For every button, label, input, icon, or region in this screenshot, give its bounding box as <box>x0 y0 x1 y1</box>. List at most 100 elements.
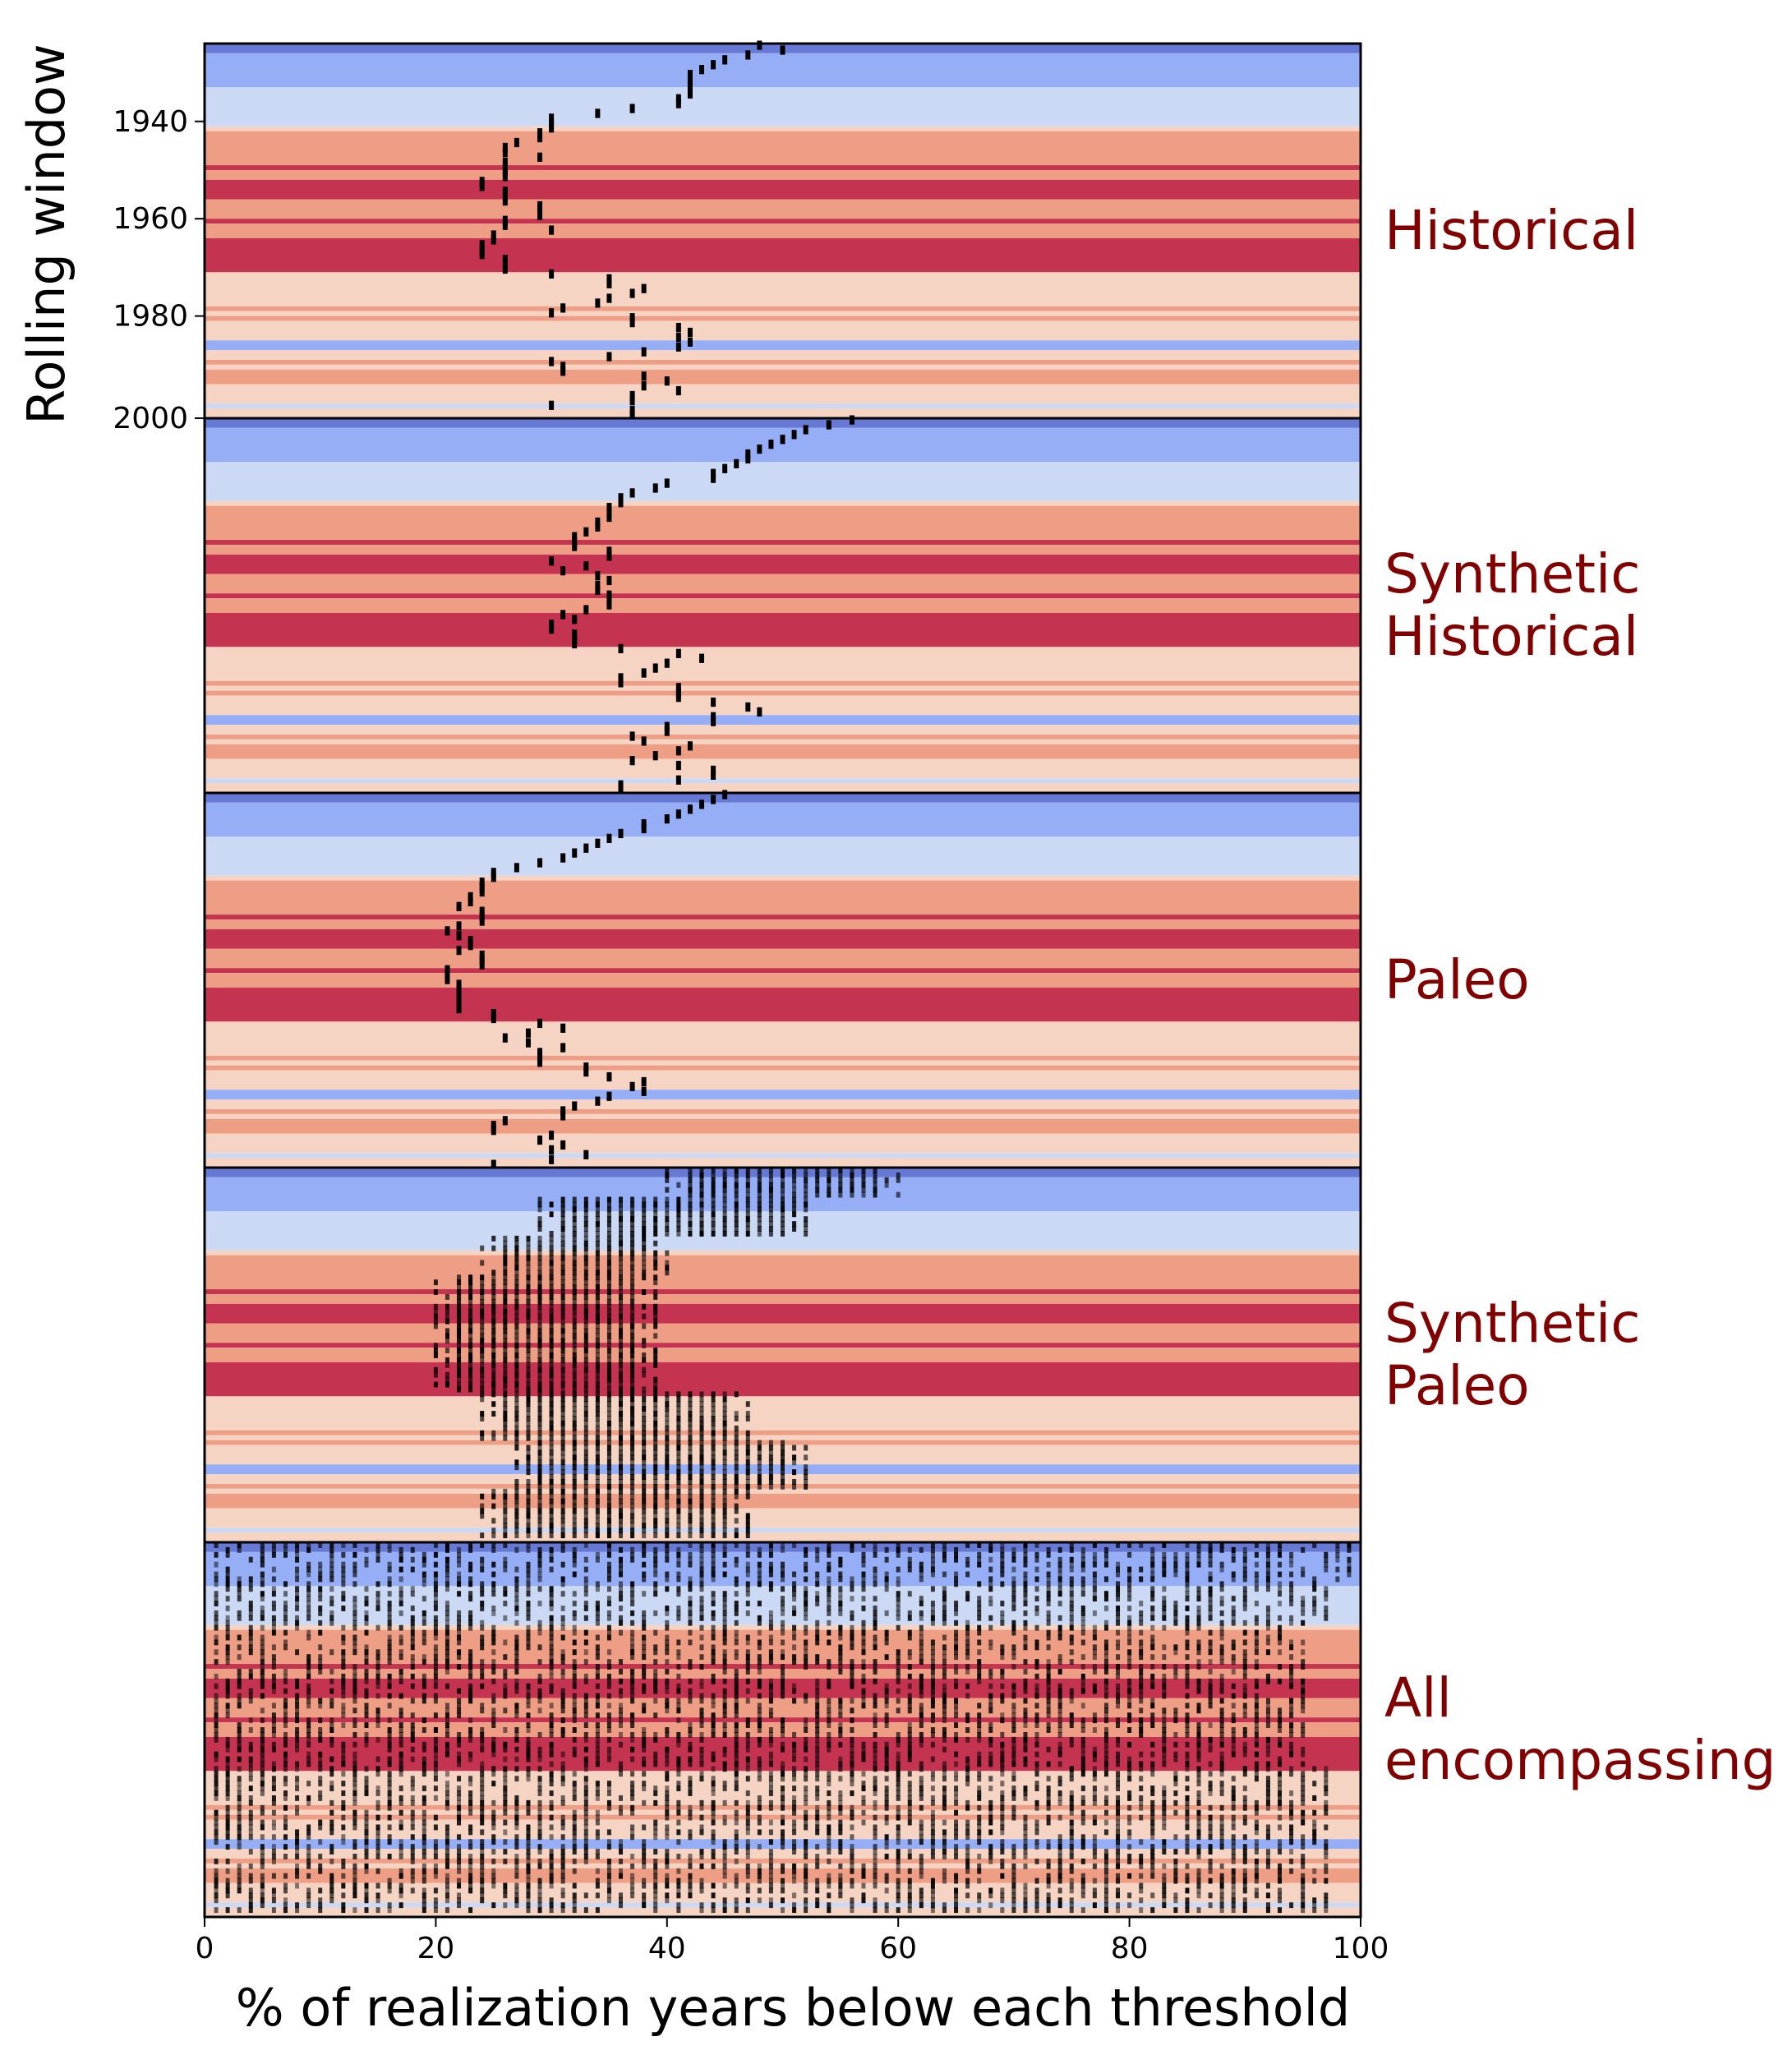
mark-5-1970-60 <box>896 1766 901 1772</box>
mark-5-1947-83 <box>1162 1654 1167 1661</box>
mark-5-1950-77 <box>1092 1668 1097 1675</box>
mark-4-1972-35 <box>606 1401 611 1408</box>
mark-5-1960-80 <box>1127 1717 1132 1724</box>
mark-5-1924-93 <box>1278 1542 1283 1548</box>
mark-5-1926-63 <box>930 1551 935 1558</box>
mark-5-1942-51 <box>792 1629 797 1636</box>
mark-5-1967-86 <box>1196 1751 1201 1758</box>
mark-4-1970-45 <box>722 1391 727 1398</box>
mark-5-1939-5 <box>260 1615 265 1621</box>
mark-3-1972 <box>560 1023 566 1033</box>
mark-5-1935-37 <box>630 1596 635 1602</box>
mark-5-1948-15 <box>375 1659 380 1666</box>
mark-5-1938-7 <box>283 1610 288 1616</box>
mark-5-1973-6 <box>271 1781 276 1787</box>
mark-5-1956-22 <box>457 1698 462 1704</box>
mark-5-1936-91 <box>1254 1601 1259 1606</box>
mark-5-1965-12 <box>341 1741 346 1748</box>
mark-4-1986-52 <box>804 1469 808 1476</box>
mark-5-1957-85 <box>1185 1703 1190 1709</box>
mark-4-1993-45 <box>722 1503 727 1509</box>
mark-4-1933-37 <box>630 1211 635 1218</box>
mark-4-1952-24 <box>480 1303 485 1310</box>
mark-4-1984-29 <box>537 1459 542 1466</box>
mark-5-1953-9 <box>306 1683 311 1689</box>
mark-5-1934-90 <box>1242 1591 1247 1597</box>
mark-3-1978 <box>537 1053 543 1062</box>
band-1-14 <box>205 311 1361 316</box>
mark-5-1940-31 <box>560 1620 565 1626</box>
mark-4-1995-39 <box>653 1513 658 1519</box>
mark-5-1962-74 <box>1057 1727 1062 1733</box>
mark-5-1938-39 <box>653 1610 658 1616</box>
band-1-13 <box>205 306 1361 311</box>
mark-5-1965-53 <box>815 1741 820 1748</box>
mark-5-1966-24 <box>480 1746 485 1753</box>
mark-5-1970-14 <box>364 1766 369 1772</box>
mark-4-1962-32 <box>572 1352 577 1358</box>
mark-5-1973-74 <box>1057 1781 1062 1787</box>
mark-5-1930-93 <box>1278 1571 1283 1578</box>
mark-4-1983-50 <box>781 1454 785 1461</box>
mark-5-1969-79 <box>1116 1761 1121 1767</box>
mark-4-1953-37 <box>630 1308 635 1315</box>
mark-5-1931-5 <box>260 1576 265 1583</box>
mark-4-1957-35 <box>606 1328 611 1334</box>
mark-5-1937-65 <box>954 1605 959 1611</box>
mark-5-1954-81 <box>1139 1688 1144 1694</box>
mark-4-1934-40 <box>665 1216 670 1223</box>
mark-5-1968-39 <box>653 1756 658 1762</box>
mark-4-1949-38 <box>642 1289 647 1295</box>
mark-5-1939-92 <box>1265 1615 1270 1621</box>
mark-5-1969-2 <box>225 1761 230 1767</box>
mark-4-1991-29 <box>537 1493 542 1500</box>
mark-5-1969-48 <box>757 1761 762 1767</box>
mark-5-1933-63 <box>930 1586 935 1592</box>
mark-4-1930-51 <box>792 1196 797 1203</box>
mark-4-1925-44 <box>711 1172 716 1178</box>
mark-4-1968-29 <box>537 1381 542 1388</box>
mark-5-1944-82 <box>1150 1639 1155 1646</box>
mark-4-1941-30 <box>549 1250 554 1256</box>
mark-4-1945-30 <box>549 1269 554 1276</box>
mark-4-1929-48 <box>757 1191 762 1198</box>
mark-5-1933-24 <box>480 1586 485 1592</box>
mark-1-1995 <box>675 385 681 396</box>
mark-2-1924 <box>849 415 855 425</box>
mark-5-1958-2 <box>225 1707 230 1714</box>
band-4-6 <box>205 1293 1361 1304</box>
mark-5-1951-18 <box>410 1673 415 1679</box>
mark-4-1926-48 <box>757 1177 762 1183</box>
mark-4-1964-30 <box>549 1362 554 1368</box>
mark-1-1953 <box>479 182 485 191</box>
mark-5-1936-43 <box>699 1601 704 1606</box>
mark-5-1925-18 <box>410 1546 415 1553</box>
mark-5-1962-63 <box>930 1727 935 1733</box>
mark-4-1927-54 <box>827 1182 832 1188</box>
mark-4-1982-28 <box>526 1449 531 1456</box>
mark-5-1929-21 <box>445 1566 449 1573</box>
mark-5-1969-5 <box>260 1761 265 1767</box>
mark-5-1949-20 <box>433 1664 438 1670</box>
mark-4-1942-30 <box>549 1255 554 1261</box>
mark-5-1970-90 <box>1242 1766 1247 1772</box>
mark-4-1990-36 <box>619 1488 624 1495</box>
mark-5-1927-26 <box>503 1556 508 1563</box>
mark-4-1965-34 <box>595 1366 600 1373</box>
mark-5-1968-88 <box>1219 1756 1224 1762</box>
mark-5-1946-64 <box>942 1649 947 1656</box>
mark-5-1928-38 <box>642 1561 647 1568</box>
mark-4-1960-37 <box>630 1343 635 1349</box>
mark-4-1942-39 <box>653 1255 658 1261</box>
mark-5-1924-72 <box>1034 1542 1039 1548</box>
mark-5-1927-39 <box>653 1556 658 1563</box>
mark-5-1950-31 <box>560 1668 565 1675</box>
mark-5-1927-67 <box>977 1556 982 1563</box>
mark-5-1939-38 <box>642 1615 647 1621</box>
mark-5-1950-65 <box>954 1668 959 1675</box>
mark-5-1953-69 <box>1000 1683 1005 1689</box>
mark-4-1990-28 <box>526 1488 531 1495</box>
band-2-6 <box>205 544 1361 555</box>
mark-5-1950-69 <box>1000 1668 1005 1675</box>
